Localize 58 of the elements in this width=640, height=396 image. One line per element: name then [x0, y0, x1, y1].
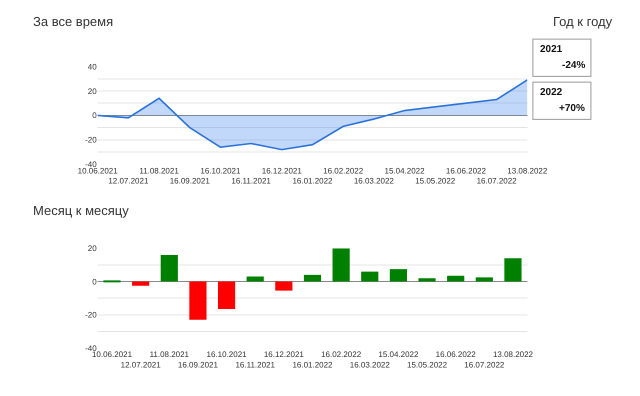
bar: [218, 282, 236, 309]
bar: [447, 276, 464, 282]
x-tick-label: 11.08.2021: [139, 166, 180, 176]
bar: [504, 258, 522, 282]
x-tick-label: 16.10.2021: [200, 166, 241, 176]
x-tick-label: 16.10.2021: [206, 350, 248, 359]
bar: [332, 248, 350, 282]
bar: [275, 282, 292, 291]
text: +70%: [559, 103, 585, 114]
y-tick-label: 0: [92, 277, 98, 286]
y-tick-label: 40: [88, 62, 98, 72]
bar: [189, 282, 207, 320]
bar: [246, 276, 264, 282]
bar: [418, 278, 436, 282]
x-tick-label: 16.07.2022: [476, 176, 518, 186]
bar: [390, 269, 407, 282]
x-tick-label: 16.12.2021: [262, 166, 302, 176]
x-tick-label: 16.07.2022: [464, 360, 505, 370]
x-tick-label: 13.08.2022: [492, 350, 534, 359]
bar: [476, 277, 493, 282]
bar: [160, 254, 178, 282]
x-tick-label: 16.09.2021: [178, 360, 218, 370]
x-tick-label: 11.08.2021: [150, 350, 190, 359]
x-tick-label: 15.05.2022: [407, 360, 448, 370]
bar: [361, 272, 378, 282]
x-tick-label: 16.11.2021: [235, 360, 276, 370]
x-tick-label: 15.04.2022: [378, 350, 419, 359]
x-tick-label: 16.01.2022: [292, 360, 334, 370]
text: 2021: [540, 44, 563, 55]
x-tick-label: 15.04.2022: [384, 166, 426, 176]
x-tick-label: 10.06.2021: [92, 350, 133, 359]
text: Год к году: [553, 14, 613, 29]
x-tick-label: 16.11.2021: [231, 176, 272, 186]
y-tick-label: 20: [88, 86, 98, 96]
x-tick-label: 16.12.2021: [264, 350, 304, 359]
bar: [132, 282, 150, 286]
chart-title: За все время: [33, 14, 114, 29]
chart-title: Месяц к месяцу: [33, 203, 130, 218]
y-tick-label: 0: [92, 111, 98, 120]
x-tick-label: 16.01.2022: [292, 176, 334, 186]
x-tick-label: 16.02.2022: [321, 350, 362, 359]
text: 2022: [540, 87, 563, 98]
y-tick-label: -20: [85, 310, 98, 320]
x-tick-label: 16.03.2022: [354, 176, 394, 186]
x-tick-label: 16.02.2022: [323, 166, 364, 176]
x-tick-label: 13.08.2022: [507, 166, 548, 176]
x-tick-label: 15.05.2022: [415, 176, 456, 186]
x-tick-label: 16.03.2022: [350, 360, 390, 370]
y-tick-label: 20: [88, 244, 98, 254]
x-tick-label: 12.07.2021: [120, 360, 162, 370]
y-tick-label: -20: [85, 136, 98, 145]
bar: [304, 274, 322, 282]
x-tick-label: 16.06.2022: [446, 166, 486, 176]
x-tick-label: 16.06.2022: [436, 350, 476, 359]
y-tick-label: -40: [85, 344, 98, 353]
x-tick-label: 16.09.2021: [170, 176, 210, 186]
x-tick-label: 12.07.2021: [108, 176, 149, 186]
text: -24%: [562, 60, 586, 71]
